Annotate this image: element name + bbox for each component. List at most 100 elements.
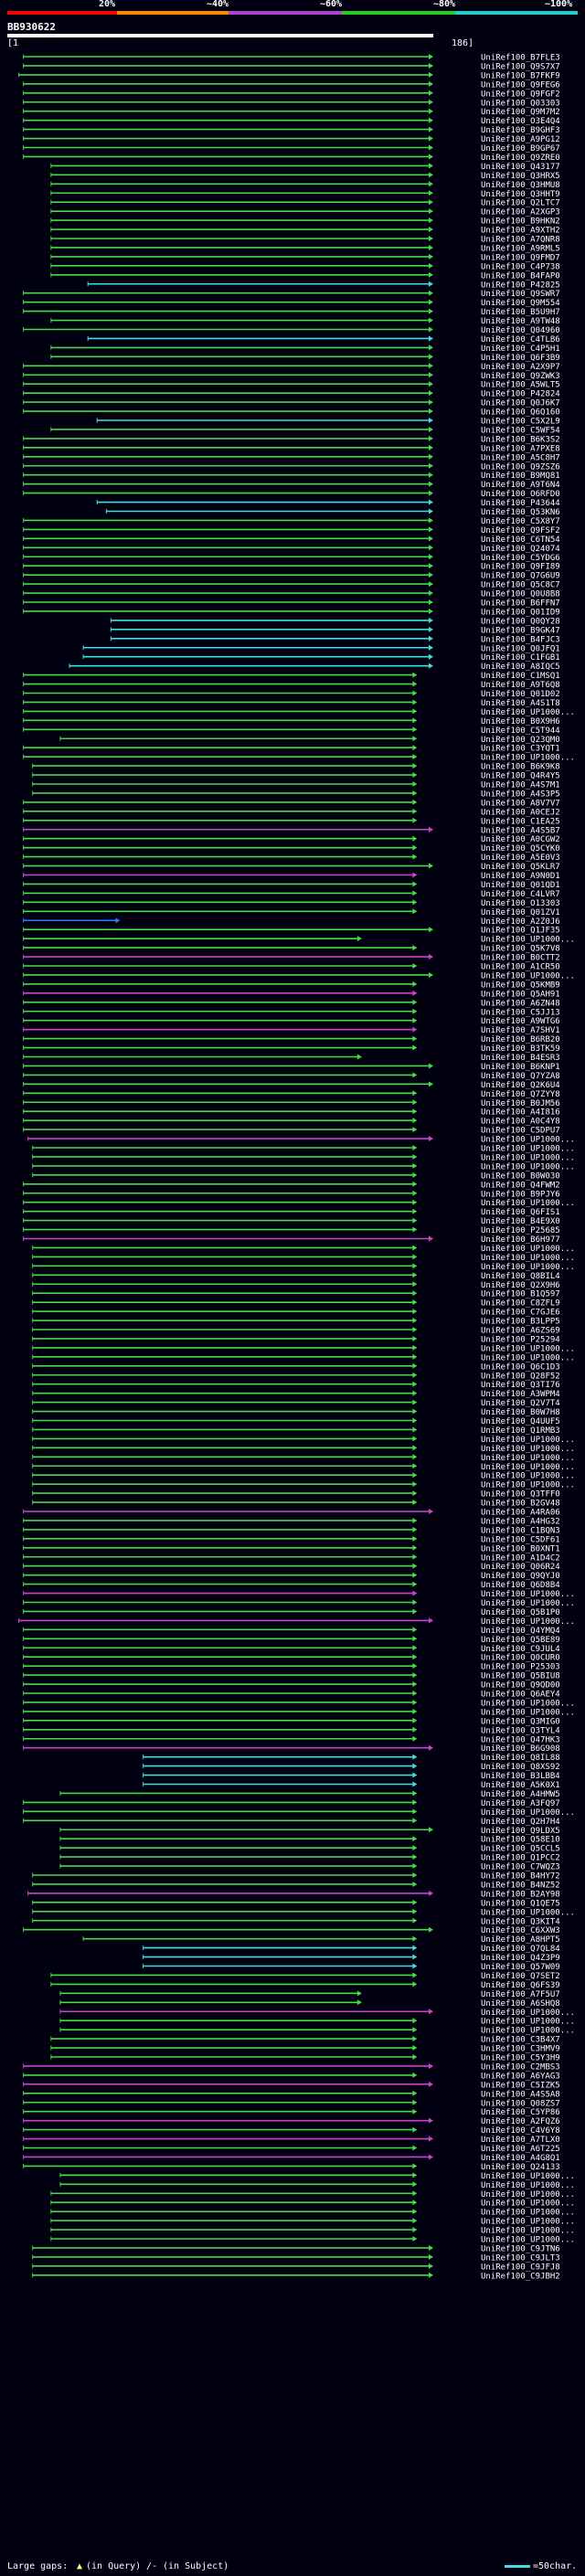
hit-row[interactable]: UniRef100_A8HPT5 [82, 1935, 560, 1945]
hit-row[interactable]: UniRef100_Q43177 [50, 163, 560, 172]
hit-label[interactable]: UniRef100_Q9ZWK3 [481, 372, 560, 381]
hit-label[interactable]: UniRef100_Q5K7V8 [481, 945, 560, 954]
hit-label[interactable]: UniRef100_UP1000... [481, 1344, 575, 1353]
hit-row[interactable]: UniRef100_Q0J6K7 [23, 399, 560, 408]
hit-row[interactable]: UniRef100_UP1000... [32, 1162, 575, 1171]
hit-label[interactable]: UniRef100_Q8BIL4 [481, 1272, 560, 1281]
hit-label[interactable]: UniRef100_UP1000... [481, 1708, 575, 1717]
hit-row[interactable]: UniRef100_Q9FEG6 [23, 80, 560, 90]
hit-label[interactable]: UniRef100_Q3TI76 [481, 1381, 560, 1390]
hit-label[interactable]: UniRef100_Q8XS92 [481, 1763, 560, 1772]
hit-label[interactable]: UniRef100_UP1000... [481, 2218, 575, 2227]
hit-label[interactable]: UniRef100_Q9LDX5 [481, 1827, 560, 1836]
hit-label[interactable]: UniRef100_Q01QD1 [481, 881, 560, 890]
hit-row[interactable]: UniRef100_A5WLT5 [23, 381, 560, 390]
hit-label[interactable]: UniRef100_UP1000... [481, 1908, 575, 1917]
hit-row[interactable]: UniRef100_A6YAG3 [23, 2072, 560, 2081]
hit-label[interactable]: UniRef100_UP1000... [481, 2172, 575, 2181]
hit-row[interactable]: UniRef100_B2GV48 [32, 1500, 560, 1509]
hit-label[interactable]: UniRef100_A9T6Q8 [481, 681, 560, 690]
hit-label[interactable]: UniRef100_C5JJ13 [481, 1008, 560, 1017]
hit-label[interactable]: UniRef100_C9JTN6 [481, 2244, 560, 2253]
hit-row[interactable]: UniRef100_C5YP86 [23, 2108, 560, 2117]
hit-row[interactable]: UniRef100_UP1000... [18, 1617, 575, 1627]
hit-label[interactable]: UniRef100_UP1000... [481, 1199, 575, 1208]
hit-row[interactable]: UniRef100_A4S5A8 [23, 2090, 560, 2099]
hit-row[interactable]: UniRef100_B5U9H7 [23, 308, 560, 317]
hit-label[interactable]: UniRef100_Q0JFQ1 [481, 644, 560, 653]
hit-row[interactable]: UniRef100_UP1000... [23, 971, 575, 981]
hit-label[interactable]: UniRef100_C4P5H1 [481, 345, 560, 354]
hit-row[interactable]: UniRef100_Q9ZWK3 [23, 372, 560, 381]
hit-row[interactable]: UniRef100_Q7QL84 [143, 1945, 560, 1954]
hit-label[interactable]: UniRef100_Q2X9H6 [481, 1281, 560, 1290]
hit-row[interactable]: UniRef100_C5T944 [23, 726, 560, 736]
hit-row[interactable]: UniRef100_P42824 [23, 390, 560, 399]
hit-row[interactable]: UniRef100_C5WF54 [50, 426, 560, 435]
hit-label[interactable]: UniRef100_A6ZN48 [481, 999, 560, 1008]
hit-row[interactable]: UniRef100_UP1000... [32, 1263, 575, 1272]
hit-row[interactable]: UniRef100_Q5KMB9 [23, 981, 560, 990]
hit-row[interactable]: UniRef100_Q5CCL5 [59, 1845, 560, 1854]
hit-label[interactable]: UniRef100_B2GV48 [481, 1500, 560, 1509]
hit-row[interactable]: UniRef100_C6TN54 [23, 535, 560, 545]
hit-row[interactable]: UniRef100_UP1000... [23, 1599, 575, 1608]
hit-row[interactable]: UniRef100_C9JTN6 [32, 2244, 560, 2253]
hit-row[interactable]: UniRef100_A7SHV1 [23, 1026, 560, 1035]
hit-row[interactable]: UniRef100_UP1000... [23, 1199, 575, 1208]
hit-row[interactable]: UniRef100_UP1000... [23, 1708, 575, 1717]
hit-label[interactable]: UniRef100_A2Z0J6 [481, 917, 560, 927]
hit-row[interactable]: UniRef100_A4S5B7 [23, 826, 560, 835]
hit-row[interactable]: UniRef100_A0CGW2 [23, 835, 560, 844]
hit-row[interactable]: UniRef100_UP1000... [32, 1454, 575, 1463]
hit-label[interactable]: UniRef100_C5WF54 [481, 426, 560, 435]
hit-label[interactable]: UniRef100_UP1000... [481, 1472, 575, 1481]
hit-label[interactable]: UniRef100_C1FGB1 [481, 653, 560, 663]
hit-row[interactable]: UniRef100_Q1PCC2 [59, 1854, 560, 1863]
hit-row[interactable]: UniRef100_Q5B1P0 [23, 1608, 560, 1617]
hit-row[interactable]: UniRef100_B4E9X0 [23, 1217, 560, 1226]
hit-label[interactable]: UniRef100_C1BQN3 [481, 1526, 560, 1535]
hit-row[interactable]: UniRef100_A7PXE8 [23, 444, 560, 453]
hit-label[interactable]: UniRef100_B9GP67 [481, 144, 560, 154]
hit-row[interactable]: UniRef100_B9PJY6 [23, 1190, 560, 1199]
hit-label[interactable]: UniRef100_C5YP86 [481, 2108, 560, 2117]
hit-row[interactable]: UniRef100_A5K0X1 [143, 1781, 560, 1790]
hit-row[interactable]: UniRef100_A4S3P5 [32, 790, 560, 799]
hit-label[interactable]: UniRef100_A4S3P5 [481, 790, 560, 799]
hit-row[interactable]: UniRef100_A4I816 [23, 1108, 560, 1118]
hit-row[interactable]: UniRef100_Q47HK3 [23, 1735, 560, 1744]
hit-row[interactable]: UniRef100_UP1000... [32, 1436, 575, 1445]
hit-row[interactable]: UniRef100_Q24074 [23, 545, 560, 554]
hit-label[interactable]: UniRef100_Q3TYL4 [481, 1726, 560, 1735]
hit-label[interactable]: UniRef100_A4S1T8 [481, 699, 560, 708]
hit-row[interactable]: UniRef100_Q9FMD7 [50, 253, 560, 262]
hit-label[interactable]: UniRef100_Q58E10 [481, 1836, 560, 1845]
hit-row[interactable]: UniRef100_Q24133 [23, 2163, 560, 2172]
hit-row[interactable]: UniRef100_UP1000... [23, 1699, 575, 1708]
hit-row[interactable]: UniRef100_B3TK59 [23, 1044, 560, 1054]
hit-label[interactable]: UniRef100_Q9ZSZ6 [481, 462, 560, 472]
hit-label[interactable]: UniRef100_A4HG32 [481, 1517, 560, 1526]
hit-label[interactable]: UniRef100_A9XTH2 [481, 227, 560, 236]
hit-label[interactable]: UniRef100_A6SHQ8 [481, 1999, 560, 2009]
hit-label[interactable]: UniRef100_A4HMW5 [481, 1790, 560, 1799]
hit-row[interactable]: UniRef100_Q4UUF5 [32, 1417, 560, 1426]
hit-row[interactable]: UniRef100_Q8BIL4 [32, 1272, 560, 1281]
hit-row[interactable]: UniRef100_B9GP67 [23, 144, 560, 154]
hit-label[interactable]: UniRef100_C5Y3H9 [481, 2054, 560, 2063]
hit-label[interactable]: UniRef100_A7F5U7 [481, 1990, 560, 1999]
hit-label[interactable]: UniRef100_A7QNR8 [481, 236, 560, 245]
hit-label[interactable]: UniRef100_UP1000... [481, 1445, 575, 1454]
hit-label[interactable]: UniRef100_UP1000... [481, 1617, 575, 1627]
hit-row[interactable]: UniRef100_Q08ZS7 [23, 2099, 560, 2108]
hit-label[interactable]: UniRef100_Q8IL88 [481, 1754, 560, 1763]
hit-row[interactable]: UniRef100_Q01ID9 [23, 608, 560, 617]
hit-label[interactable]: UniRef100_A5E0V3 [481, 853, 560, 863]
hit-label[interactable]: UniRef100_Q7YZA8 [481, 1072, 560, 1081]
hit-label[interactable]: UniRef100_B0W7H8 [481, 1408, 560, 1417]
hit-row[interactable]: UniRef100_C5JJ13 [23, 1008, 560, 1017]
hit-row[interactable]: UniRef100_Q01D02 [23, 690, 560, 699]
hit-row[interactable]: UniRef100_UP1000... [32, 1908, 575, 1917]
hit-label[interactable]: UniRef100_A4I816 [481, 1108, 560, 1118]
